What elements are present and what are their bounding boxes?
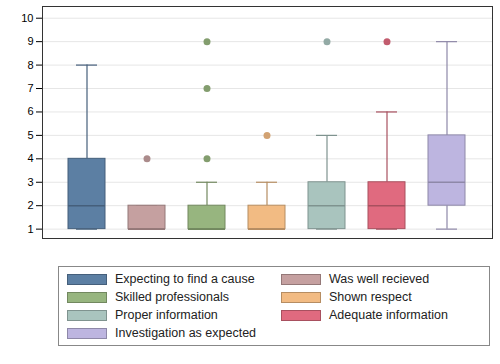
html-text:Was well recieved: Was well recieved — [329, 272, 430, 286]
html-text:Expecting to find a cause: Expecting to find a cause — [115, 272, 255, 286]
svg-text:7: 7 — [27, 82, 33, 94]
svg-text:6: 6 — [27, 105, 33, 117]
html-text:Proper information: Proper information — [115, 308, 218, 322]
html-text:Adequate information: Adequate information — [329, 308, 448, 322]
svg-text:9: 9 — [27, 35, 33, 47]
svg-text:3: 3 — [27, 176, 33, 188]
html-text:Skilled professionals: Skilled professionals — [115, 290, 229, 304]
svg-text:1: 1 — [27, 223, 33, 235]
html-text:Shown respect: Shown respect — [329, 290, 412, 304]
svg-text:8: 8 — [27, 59, 33, 71]
html-text:Investigation as expected: Investigation as expected — [115, 326, 257, 340]
svg-text:10: 10 — [21, 12, 33, 24]
svg-text:2: 2 — [27, 199, 33, 211]
svg-text:4: 4 — [27, 152, 33, 164]
svg-text:5: 5 — [27, 129, 33, 141]
